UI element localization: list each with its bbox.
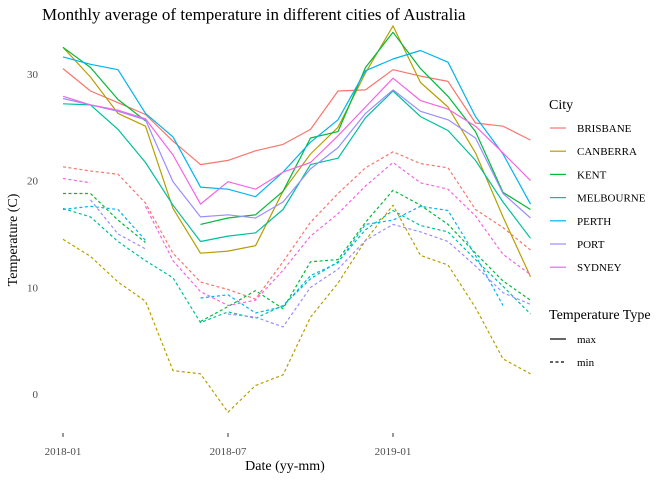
series-line-melbourne-min [62,207,531,324]
legend-label-brisbane: BRISBANE [577,123,632,135]
series-line-brisbane-min [62,151,531,300]
series-line-sydney-max [62,77,531,205]
y-tick-label: 20 [27,176,39,188]
x-tick-label: 2018-01 [45,446,82,458]
legend-label-port: PORT [577,239,605,251]
y-axis-title: Temperature (C) [6,193,21,286]
temperature-type-legend: Temperature Type max min [549,308,651,369]
x-tick-label: 2019-01 [375,446,412,458]
series-line-port-max [62,89,531,219]
y-tick-label: 0 [33,389,39,401]
legend-label-max: max [577,334,596,346]
plot-area [62,25,532,413]
series-line-canberra-max [62,25,532,277]
y-tick-label: 10 [27,282,39,294]
series-line-sydney-min [62,161,531,307]
series-line-kent-max [62,31,531,225]
series-line-brisbane-max [62,68,531,166]
legend-label-perth: PERTH [577,216,611,228]
legend-label-min: min [577,357,595,369]
x-tick-label: 2018-07 [210,446,247,458]
y-tick-label: 30 [27,69,39,81]
series-line-perth-max [62,49,532,205]
series-line-melbourne-max [62,90,531,243]
legend-label-kent: KENT [577,169,607,181]
series-line-kent-min [63,189,531,323]
x-axis-ticks: 2018-01 2018-07 2019-01 [45,433,412,458]
chart-title: Monthly average of temperature in differ… [42,5,466,24]
x-axis-title: Date (yy-mm) [245,459,325,474]
legend-label-melbourne: MELBOURNE [577,193,646,205]
series-line-port-min [90,199,531,328]
y-axis-ticks: 0 10 20 30 [27,69,39,401]
city-legend-title: City [549,98,573,113]
type-legend-title: Temperature Type [549,308,651,323]
series-line-canberra-min [62,204,531,413]
legend-label-sydney: SYDNEY [577,262,622,274]
city-legend: City BRISBANE CANBERRA KENT MELBOURNE PERTH P… [549,98,646,274]
legend-label-canberra: CANBERRA [577,146,637,158]
series-line-perth-min [62,205,504,314]
